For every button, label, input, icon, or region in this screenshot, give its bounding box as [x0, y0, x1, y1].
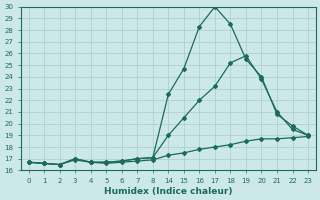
X-axis label: Humidex (Indice chaleur): Humidex (Indice chaleur) [104, 187, 233, 196]
